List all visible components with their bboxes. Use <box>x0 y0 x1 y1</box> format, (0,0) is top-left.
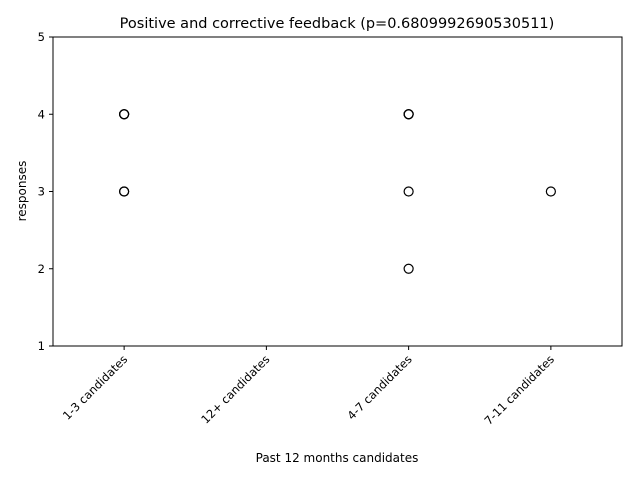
x-axis: 1-3 candidates 12+ candidates 4-7 candidat… <box>60 346 557 428</box>
data-point <box>403 263 414 274</box>
x-tick-label: 4-7 candidates <box>344 352 414 422</box>
x-tick-label: 7-11 candidates <box>481 352 557 428</box>
plot-area <box>119 109 556 274</box>
data-point <box>545 186 556 197</box>
y-tick-label: 5 <box>38 30 45 44</box>
y-tick-label: 1 <box>38 339 45 353</box>
data-point <box>119 109 130 120</box>
y-axis: 1 2 3 4 5 <box>38 30 53 353</box>
data-point <box>403 109 414 120</box>
data-point <box>119 186 130 197</box>
x-axis-label: Past 12 months candidates <box>256 451 419 465</box>
plot-frame <box>52 36 623 347</box>
x-tick-label: 1-3 candidates <box>60 352 130 422</box>
y-tick-label: 4 <box>38 107 45 121</box>
x-tick-label: 12+ candidates <box>198 352 272 426</box>
chart-title: Positive and corrective feedback (p=0.68… <box>120 16 555 32</box>
data-point <box>403 186 414 197</box>
y-tick-label: 2 <box>38 262 45 276</box>
y-axis-label: responses <box>15 161 29 222</box>
y-tick-label: 3 <box>38 185 45 199</box>
